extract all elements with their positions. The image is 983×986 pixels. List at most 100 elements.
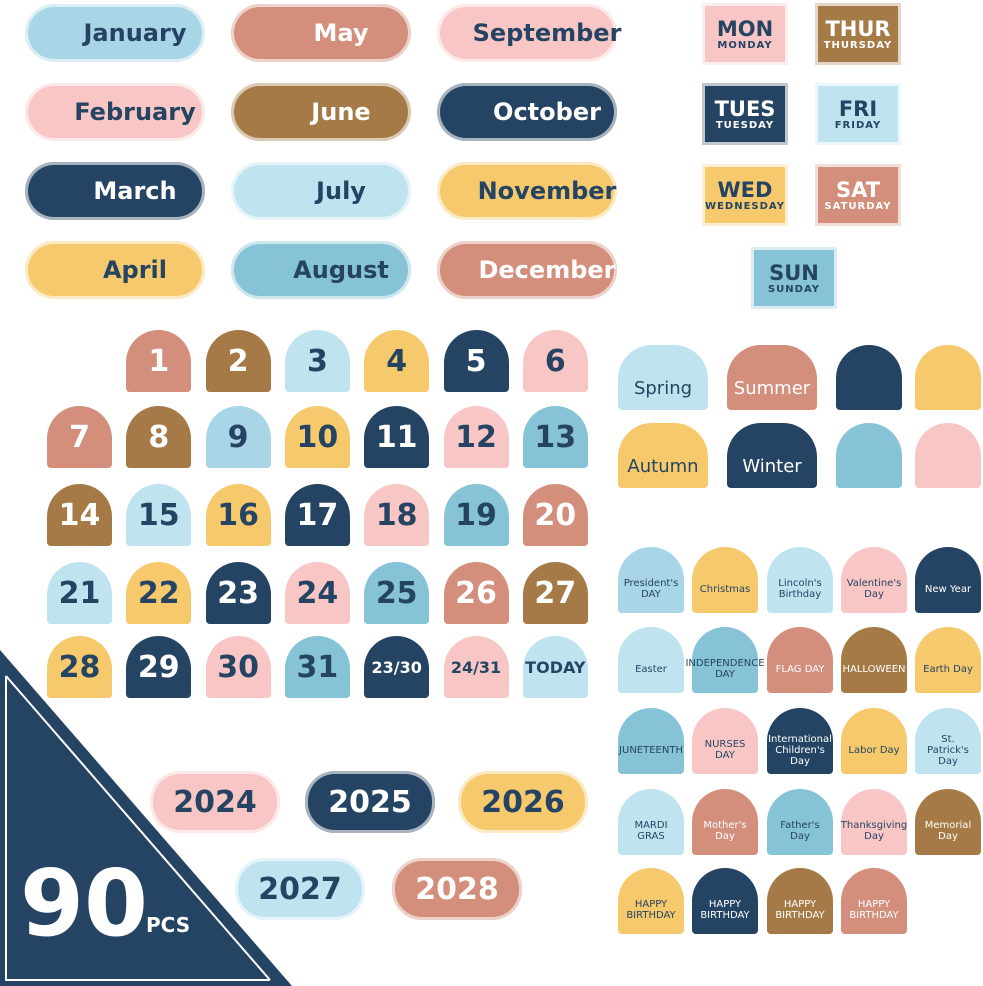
number-card: 1 (126, 330, 192, 392)
number-card: 5 (443, 330, 509, 392)
label: FRI (838, 96, 878, 121)
label: TUES (714, 96, 776, 121)
month-label: September (437, 4, 621, 62)
holiday-card: INDEPENDENCE DAY (685, 627, 765, 693)
number-card: 11 (364, 406, 430, 468)
triangle-border (5, 676, 270, 981)
number-card: 20 (522, 484, 588, 546)
holiday-card: Thanksgiving Day (841, 789, 907, 855)
label: SAT (835, 177, 881, 202)
month-label: April (25, 241, 205, 299)
triangle-border (5, 675, 271, 981)
number-card: 31 (284, 636, 350, 698)
number-card: 19 (443, 484, 509, 546)
label: SATURDAY (824, 200, 892, 212)
number-card: 4 (364, 330, 430, 392)
number-card: 23/30 (364, 636, 430, 698)
label: MON (716, 16, 774, 41)
holiday-card: FLAG DAY (767, 627, 833, 693)
holiday-card: President's DAY (618, 547, 684, 613)
holiday-card: St. Patrick's Day (915, 708, 981, 774)
label: TUESDAY (715, 119, 775, 131)
year-label: 2026 (458, 771, 588, 833)
day-card: TUES TUESDAY (702, 83, 788, 145)
month-label: December (437, 241, 617, 299)
year-label: 2027 (235, 858, 365, 920)
number-card: 6 (522, 330, 588, 392)
label: WEDNESDAY (705, 200, 785, 212)
count: 90 (20, 850, 148, 957)
year-label: 2024 (150, 771, 280, 833)
holiday-card: Memorial Day (915, 789, 981, 855)
number-card: 16 (205, 484, 271, 546)
year-label: 2025 (305, 771, 435, 833)
day-card: SAT SATURDAY (815, 164, 901, 226)
holiday-card: Father's Day (767, 789, 833, 855)
number-card: 22 (126, 562, 192, 624)
holiday-card: Christmas (692, 547, 758, 613)
number-card: 17 (284, 484, 350, 546)
holiday-card: Earth Day (915, 627, 981, 693)
number-card: 12 (443, 406, 509, 468)
holiday-card: HAPPY BIRTHDAY (841, 868, 907, 934)
label: SUNDAY (767, 283, 820, 295)
month-label: May (231, 4, 411, 62)
holiday-card: JUNETEENTH (618, 708, 684, 774)
holiday-card: New Year (915, 547, 981, 613)
number-card: 27 (522, 562, 588, 624)
month-label: January (25, 4, 205, 62)
blank-card (836, 423, 902, 488)
number-card: 8 (126, 406, 192, 468)
label: FRIDAY (834, 119, 882, 131)
month-label: November (437, 162, 617, 220)
month-label: June (231, 83, 411, 141)
number-card: 7 (47, 406, 112, 468)
number-card: 29 (126, 636, 192, 698)
day-card: WED WEDNESDAY (702, 164, 788, 226)
season-card: Autumn (618, 423, 708, 488)
holiday-card: NURSES DAY (692, 708, 758, 774)
label: MONDAY (717, 39, 773, 51)
day-card: THUR THURSDAY (815, 3, 901, 65)
number-card: 9 (205, 406, 271, 468)
number-card: 14 (47, 484, 112, 546)
holiday-card: HAPPY BIRTHDAY (692, 868, 758, 934)
number-card: TODAY (522, 636, 588, 698)
holiday-card: International Children's Day (767, 708, 833, 774)
label: WED (717, 177, 773, 202)
triangle (0, 650, 292, 986)
label: SUN (769, 260, 819, 285)
month-label: March (25, 162, 205, 220)
holiday-card: HAPPY BIRTHDAY (618, 868, 684, 934)
number-card: 30 (205, 636, 271, 698)
season-card: Spring (618, 345, 708, 410)
number-card: 15 (126, 484, 192, 546)
number-card: 23 (205, 562, 271, 624)
number-card: 18 (364, 484, 430, 546)
number-card: 2 (205, 330, 271, 392)
season-card: Summer (727, 345, 817, 410)
month-label: July (231, 162, 411, 220)
holiday-card: MARDI GRAS (618, 789, 684, 855)
number-card: 28 (47, 636, 112, 698)
number-card: 21 (47, 562, 112, 624)
label: THUR (825, 16, 891, 41)
month-label: February (25, 83, 205, 141)
unit: PCS (146, 913, 190, 937)
holiday-card: Easter (618, 627, 684, 693)
holiday-card: HALLOWEEN (841, 627, 907, 693)
number-card: 26 (443, 562, 509, 624)
blank-card (915, 345, 981, 410)
number-card: 25 (364, 562, 430, 624)
holiday-card: Labor Day (841, 708, 907, 774)
number-card: 24/31 (443, 636, 509, 698)
number-card: 3 (284, 330, 350, 392)
holiday-card: Valentine's Day (841, 547, 907, 613)
number-card: 24 (284, 562, 350, 624)
label: THURSDAY (823, 39, 893, 51)
blank-card (915, 423, 981, 488)
day-card: MON MONDAY (702, 3, 788, 65)
day-card: FRI FRIDAY (815, 83, 901, 145)
